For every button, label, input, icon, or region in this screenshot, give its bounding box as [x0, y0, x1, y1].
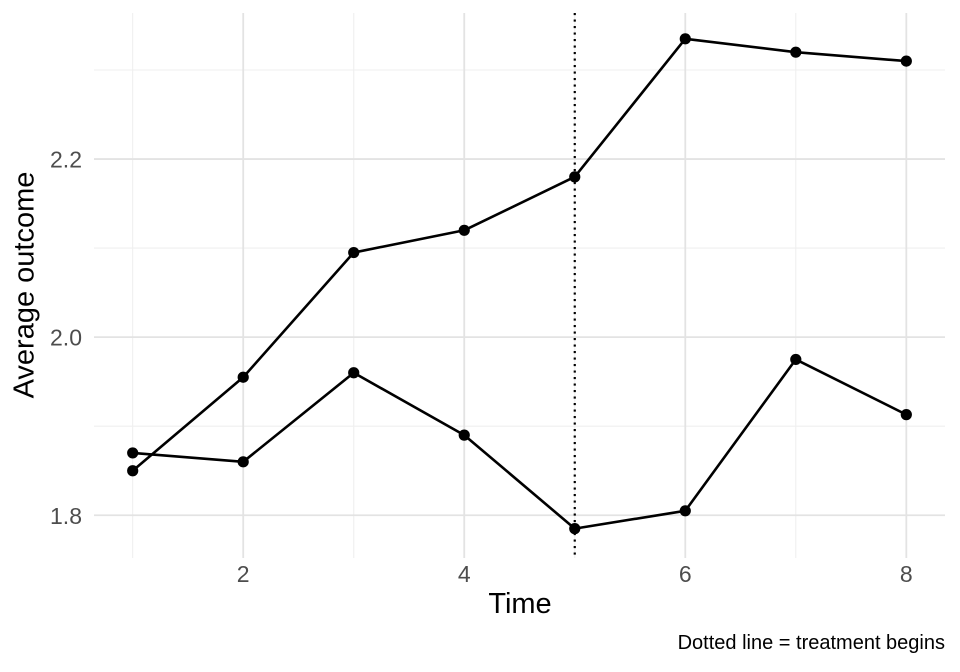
x-tick-label: 6 [679, 561, 692, 587]
series-2-point [348, 367, 360, 379]
series-2-line [131, 358, 908, 530]
x-tick-label: 4 [458, 561, 471, 587]
series-1-point [348, 246, 360, 259]
series-2-point [679, 505, 691, 517]
y-axis-title: Average outcome [8, 171, 41, 399]
series-1-point [790, 46, 802, 58]
x-tick-label: 8 [900, 561, 913, 587]
series-2-point [790, 353, 802, 366]
series-1-line [131, 37, 908, 473]
x-axis-title: Time [488, 588, 552, 620]
series-1-point [237, 371, 249, 383]
series-1-point [458, 224, 470, 236]
y-tick-label: 2.2 [50, 147, 82, 173]
y-tick-label: 2.0 [50, 325, 82, 351]
series-1-point [679, 33, 691, 45]
series-1-point [569, 171, 581, 183]
chart-caption: Dotted line = treatment begins [677, 632, 945, 654]
series-2-point [458, 429, 470, 441]
x-tick-label: 2 [237, 561, 250, 587]
series-2-point [237, 456, 249, 468]
series-1-point [127, 465, 139, 477]
y-tick-label: 1.8 [50, 503, 82, 529]
series-2-point [569, 523, 581, 535]
series-2-point [127, 447, 139, 459]
series-2-point [900, 409, 912, 421]
series-1-point [900, 55, 912, 67]
